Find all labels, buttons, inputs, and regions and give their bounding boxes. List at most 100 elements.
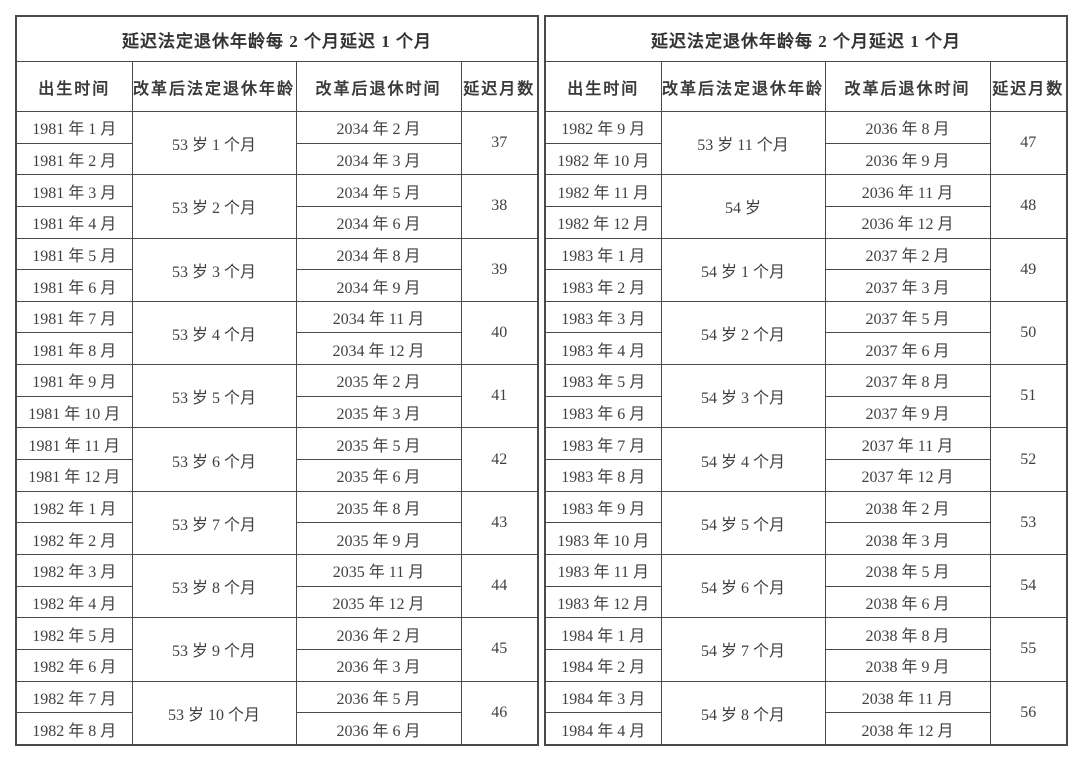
retirement-month-cell: 2038 年 12 月 (824, 712, 991, 746)
table-row: 1981 年 7 月 53 岁 4 个月 2034 年 11 月 40 (15, 300, 539, 366)
col-header-delay-months: 延迟月数 (989, 61, 1068, 112)
birth-month-cell: 1982 年 3 月 (15, 553, 133, 587)
table-row: 1981 年 1 月 53 岁 1 个月 2034 年 2 月 37 (15, 110, 539, 176)
delay-months-cell: 43 (460, 490, 539, 555)
delay-months-cell: 39 (460, 237, 539, 302)
statutory-age-cell: 54 岁 8 个月 (660, 680, 826, 746)
statutory-age-cell: 54 岁 5 个月 (660, 490, 826, 555)
retirement-month-cell: 2038 年 9 月 (824, 648, 991, 682)
table-row: 1981 年 2 月 2034 年 3 月 (15, 142, 538, 176)
delay-months-cell: 52 (989, 427, 1068, 492)
table-row: 1981 年 9 月 53 岁 5 个月 2035 年 2 月 41 (15, 364, 539, 429)
table-row: 1981 年 3 月 53 岁 2 个月 2034 年 5 月 38 (15, 174, 539, 239)
retirement-month-cell: 2035 年 9 月 (295, 522, 462, 555)
delay-months-cell: 55 (989, 617, 1068, 682)
table-title: 延迟法定退休年龄每 2 个月延迟 1 个月 (544, 15, 1068, 62)
retirement-month-cell: 2034 年 6 月 (295, 205, 462, 239)
birth-month-cell: 1981 年 4 月 (15, 205, 133, 239)
birth-month-cell: 1981 年 8 月 (15, 332, 133, 366)
table-row: 1983 年 2 月 2037 年 3 月 (544, 269, 1067, 302)
retirement-month-cell: 2037 年 3 月 (824, 269, 991, 302)
table-row: 1984 年 1 月 54 岁 7 个月 2038 年 8 月 55 (544, 617, 1068, 682)
retirement-month-cell: 2034 年 2 月 (295, 111, 462, 144)
table-row: 1982 年 6 月 2036 年 3 月 (15, 648, 538, 682)
retirement-month-cell: 2038 年 3 月 (824, 522, 991, 555)
table-row: 1981 年 4 月 2034 年 6 月 (15, 205, 538, 239)
retirement-month-cell: 2036 年 8 月 (824, 111, 991, 144)
retirement-month-cell: 2035 年 5 月 (295, 427, 462, 461)
retirement-month-cell: 2034 年 11 月 (295, 300, 462, 334)
birth-month-cell: 1983 年 5 月 (544, 364, 662, 397)
birth-month-cell: 1982 年 7 月 (15, 680, 133, 714)
delay-months-cell: 44 (460, 553, 539, 619)
delay-months-cell: 49 (989, 237, 1068, 302)
table-row: 1983 年 4 月 2037 年 6 月 (544, 332, 1067, 366)
statutory-age-cell: 53 岁 9 个月 (131, 617, 297, 682)
birth-month-cell: 1983 年 4 月 (544, 332, 662, 366)
table-row: 1983 年 1 月 54 岁 1 个月 2037 年 2 月 49 (544, 237, 1068, 302)
retirement-month-cell: 2034 年 8 月 (295, 237, 462, 271)
birth-month-cell: 1981 年 2 月 (15, 142, 133, 176)
table-row: 1982 年 9 月 53 岁 11 个月 2036 年 8 月 47 (544, 110, 1068, 176)
retirement-month-cell: 2037 年 2 月 (824, 237, 991, 271)
birth-month-cell: 1982 年 1 月 (15, 490, 133, 524)
statutory-age-cell: 54 岁 7 个月 (660, 617, 826, 682)
table-row: 1981 年 11 月 53 岁 6 个月 2035 年 5 月 42 (15, 427, 539, 492)
retirement-month-cell: 2036 年 3 月 (295, 648, 462, 682)
birth-month-cell: 1983 年 2 月 (544, 269, 662, 302)
birth-month-cell: 1981 年 1 月 (15, 111, 133, 144)
statutory-age-cell: 54 岁 6 个月 (660, 553, 826, 619)
birth-month-cell: 1981 年 12 月 (15, 459, 133, 492)
statutory-age-cell: 53 岁 4 个月 (131, 300, 297, 366)
retirement-month-cell: 2036 年 11 月 (824, 174, 991, 207)
birth-month-cell: 1982 年 4 月 (15, 585, 133, 619)
retirement-month-cell: 2035 年 2 月 (295, 364, 462, 397)
table-row: 1982 年 11 月 54 岁 2036 年 11 月 48 (544, 174, 1068, 239)
column-header-row: 出生时间 改革后法定退休年龄 改革后退休时间 延迟月数 (15, 61, 539, 112)
table-row: 1983 年 7 月 54 岁 4 个月 2037 年 11 月 52 (544, 427, 1068, 492)
statutory-age-cell: 54 岁 2 个月 (660, 300, 826, 366)
birth-month-cell: 1982 年 8 月 (15, 712, 133, 746)
delay-months-cell: 38 (460, 174, 539, 239)
retirement-month-cell: 2038 年 5 月 (824, 553, 991, 587)
table-row: 1983 年 10 月 2038 年 3 月 (544, 522, 1067, 555)
table-row: 1984 年 4 月 2038 年 12 月 (544, 712, 1067, 746)
table-row: 1981 年 12 月 2035 年 6 月 (15, 459, 538, 492)
retirement-month-cell: 2035 年 8 月 (295, 490, 462, 524)
statutory-age-cell: 53 岁 10 个月 (131, 680, 297, 746)
retirement-month-cell: 2037 年 5 月 (824, 300, 991, 334)
statutory-age-cell: 53 岁 1 个月 (131, 110, 297, 176)
table-row: 1983 年 3 月 54 岁 2 个月 2037 年 5 月 50 (544, 300, 1068, 366)
delay-months-cell: 42 (460, 427, 539, 492)
table-row: 1981 年 8 月 2034 年 12 月 (15, 332, 538, 366)
statutory-age-cell: 54 岁 4 个月 (660, 427, 826, 492)
col-header-retirement-time: 改革后退休时间 (295, 61, 462, 112)
table-row: 1982 年 12 月 2036 年 12 月 (544, 205, 1067, 239)
delay-months-cell: 48 (989, 174, 1068, 239)
birth-month-cell: 1983 年 3 月 (544, 300, 662, 334)
birth-month-cell: 1982 年 9 月 (544, 111, 662, 144)
table-row: 1981 年 10 月 2035 年 3 月 (15, 395, 538, 429)
table-row: 1981 年 5 月 53 岁 3 个月 2034 年 8 月 39 (15, 237, 539, 302)
retirement-month-cell: 2034 年 5 月 (295, 174, 462, 207)
delay-months-cell: 45 (460, 617, 539, 682)
column-header-row: 出生时间 改革后法定退休年龄 改革后退休时间 延迟月数 (544, 61, 1068, 112)
statutory-age-cell: 53 岁 2 个月 (131, 174, 297, 239)
retirement-month-cell: 2037 年 11 月 (824, 427, 991, 461)
birth-month-cell: 1983 年 6 月 (544, 395, 662, 429)
table-title-row: 延迟法定退休年龄每 2 个月延迟 1 个月 (15, 15, 539, 62)
retirement-month-cell: 2038 年 6 月 (824, 585, 991, 619)
table-row: 1982 年 3 月 53 岁 8 个月 2035 年 11 月 44 (15, 553, 539, 619)
col-header-delay-months: 延迟月数 (460, 61, 539, 112)
statutory-age-cell: 53 岁 7 个月 (131, 490, 297, 555)
statutory-age-cell: 54 岁 (660, 174, 826, 239)
table-row: 1984 年 3 月 54 岁 8 个月 2038 年 11 月 56 (544, 680, 1068, 746)
retirement-month-cell: 2036 年 2 月 (295, 617, 462, 650)
delay-months-cell: 37 (460, 110, 539, 176)
table-row: 1982 年 5 月 53 岁 9 个月 2036 年 2 月 45 (15, 617, 539, 682)
delay-months-cell: 40 (460, 300, 539, 366)
col-header-statutory-age: 改革后法定退休年龄 (660, 61, 826, 112)
birth-month-cell: 1983 年 7 月 (544, 427, 662, 461)
delay-months-cell: 56 (989, 680, 1068, 746)
